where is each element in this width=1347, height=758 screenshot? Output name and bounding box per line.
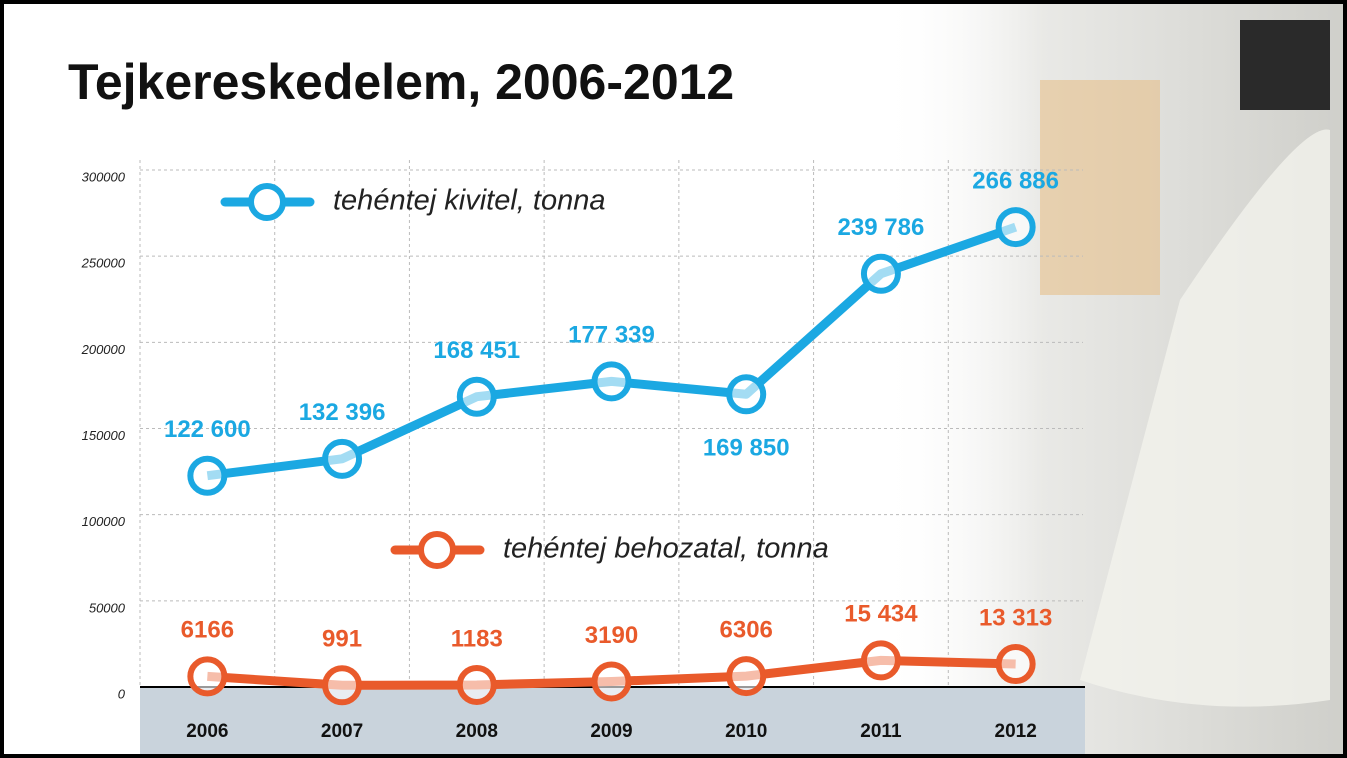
data-label: 177 339 [568,322,655,349]
y-tick-label: 0 [118,686,126,701]
data-label: 991 [322,626,362,653]
data-point [187,656,228,697]
data-label: 13 313 [979,604,1052,631]
data-label: 6306 [720,616,773,643]
photo-shape [1040,80,1160,295]
data-point [591,361,632,402]
data-point [726,374,767,415]
data-label: 15 434 [844,601,918,628]
x-tick-label: 2007 [321,721,363,742]
data-point [591,661,632,702]
y-tick-label: 50000 [89,600,126,615]
data-label: 239 786 [838,214,925,241]
x-tick-label: 2009 [590,721,632,742]
y-tick-label: 300000 [82,169,126,184]
y-tick-label: 100000 [82,514,126,529]
data-label: 266 886 [972,167,1059,194]
x-tick-label: 2012 [995,721,1037,742]
data-label: 132 396 [299,399,386,426]
y-tick-label: 250000 [81,256,126,271]
x-tick-label: 2008 [456,721,498,742]
data-label: 168 451 [433,337,520,364]
data-point [860,640,901,681]
legend-label: tehéntej kivitel, tonna [333,185,605,217]
x-tick-label: 2011 [860,721,902,742]
legend-marker [248,183,286,221]
legend-label: tehéntej behozatal, tonna [503,533,829,565]
data-point [456,664,497,705]
chart-title: Tejkereskedelem, 2006-2012 [68,54,734,110]
data-point [456,376,497,417]
data-point [726,656,767,697]
data-point [995,644,1036,685]
data-point [860,253,901,294]
data-label: 122 600 [164,416,251,443]
data-point [995,207,1036,248]
photo-shape [1240,20,1330,110]
data-label: 169 850 [703,435,790,462]
data-label: 1183 [451,625,503,652]
x-tick-label: 2006 [186,721,228,742]
data-point [322,665,363,706]
data-label: 6166 [181,617,234,644]
photo-shape [1080,129,1330,707]
data-point [187,455,228,496]
x-tick-label: 2010 [725,721,767,742]
legend-marker [418,531,456,569]
y-tick-label: 150000 [82,428,126,443]
data-point [322,438,363,479]
data-label: 3190 [585,622,638,649]
y-tick-label: 200000 [81,342,126,357]
